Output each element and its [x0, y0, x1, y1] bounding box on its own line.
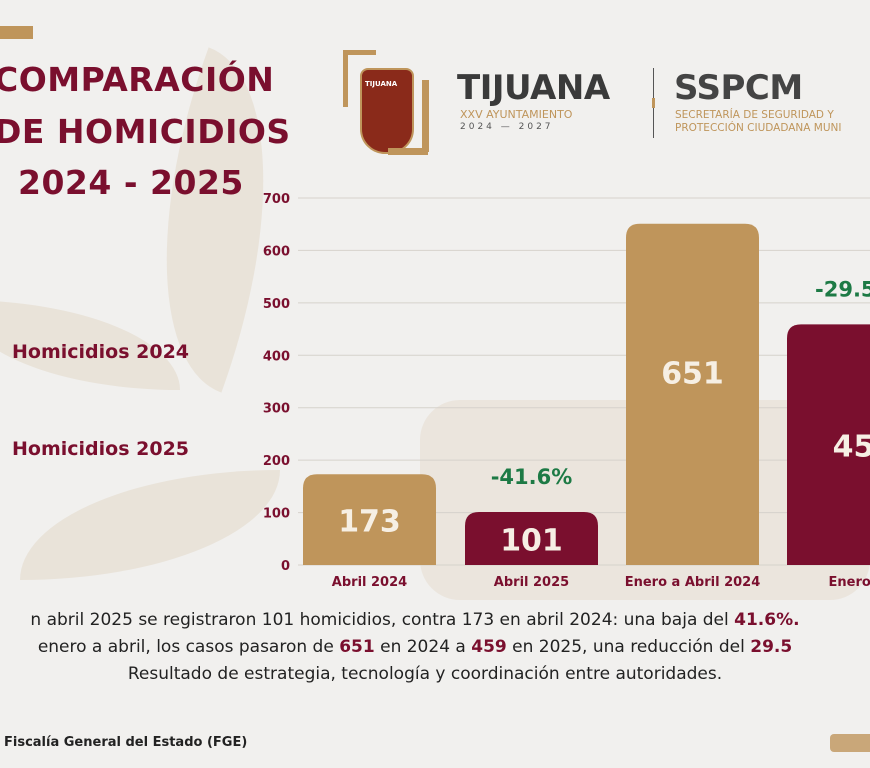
logo-column	[422, 80, 429, 152]
summary-text: en 2024 a	[374, 637, 472, 657]
logo-ayuntamiento: XXV AYUNTAMIENTO	[460, 108, 573, 121]
logo-frame	[343, 50, 376, 107]
y-tick-label: 500	[263, 297, 290, 312]
bar-3	[626, 223, 759, 565]
page-title-line-1: COMPARACIÓN	[0, 60, 275, 99]
legend-item-2024: Homicidios 2024	[12, 341, 190, 363]
y-tick-label: 400	[263, 349, 290, 364]
bar-4	[787, 324, 870, 565]
x-tick-label: Abril 2025	[494, 575, 569, 590]
accent-bar	[0, 26, 33, 39]
logo: TIJUANA TIJUANA XXV AYUNTAMIENTO 2024 — …	[340, 48, 870, 163]
x-tick-label: Enero a Abril 2024	[625, 575, 761, 590]
logo-agency-line-1: SECRETARÍA DE SEGURIDAD Y	[675, 109, 834, 121]
summary-highlight: 29.5	[750, 637, 793, 657]
y-tick-label: 700	[263, 192, 290, 207]
summary-highlight: 41.6%.	[734, 610, 800, 630]
bar-2	[465, 512, 598, 565]
bar-data-label: 173	[338, 505, 401, 540]
y-tick-label: 300	[263, 402, 290, 417]
page-title-line-2: DE HOMICIDIOS	[0, 112, 291, 151]
summary-text: en 2025, una reducción del	[506, 637, 751, 657]
summary-text: n abril 2025 se registraron 101 homicidi…	[30, 610, 735, 630]
x-tick-label: Enero a Abr	[829, 575, 870, 590]
summary-line-2: enero a abril, los casos pasaron de 651 …	[0, 637, 850, 657]
summary-line-1: n abril 2025 se registraron 101 homicidi…	[0, 610, 850, 630]
legend-item-2025: Homicidios 2025	[12, 438, 190, 460]
logo-divider-accent	[652, 98, 655, 108]
y-tick-label: 600	[263, 244, 290, 259]
bar-data-label: 651	[661, 357, 724, 392]
y-tick-label: 200	[263, 454, 290, 469]
page-title-line-3: 2024 - 2025	[18, 163, 244, 202]
logo-agency-line-2: PROTECCIÓN CIUDADANA MUNI	[675, 122, 842, 134]
summary-highlight: 651	[339, 637, 375, 657]
percent-change-label: -41.6%	[491, 465, 573, 489]
summary-line-3: Resultado de estrategia, tecnología y co…	[127, 664, 723, 684]
seal-text: TIJUANA	[365, 80, 398, 88]
logo-city: TIJUANA	[457, 68, 610, 108]
logo-agency: SSPCM	[674, 68, 803, 108]
footer-logo-icon	[830, 734, 870, 752]
y-tick-label: 100	[263, 507, 290, 522]
bar-1	[303, 474, 436, 565]
summary-highlight: 459	[471, 637, 507, 657]
summary-text: enero a abril, los casos pasaron de	[37, 637, 340, 657]
bar-data-label: 45	[833, 430, 870, 465]
bar-data-label: 101	[500, 524, 563, 559]
x-tick-label: Abril 2024	[332, 575, 407, 590]
logo-period: 2024 — 2027	[460, 122, 554, 132]
percent-change-label: -29.5	[815, 277, 870, 301]
logo-base	[388, 148, 428, 155]
source-note: Fiscalía General del Estado (FGE)	[4, 735, 248, 750]
y-tick-label: 0	[281, 559, 290, 574]
seal-icon: TIJUANA	[360, 68, 414, 154]
